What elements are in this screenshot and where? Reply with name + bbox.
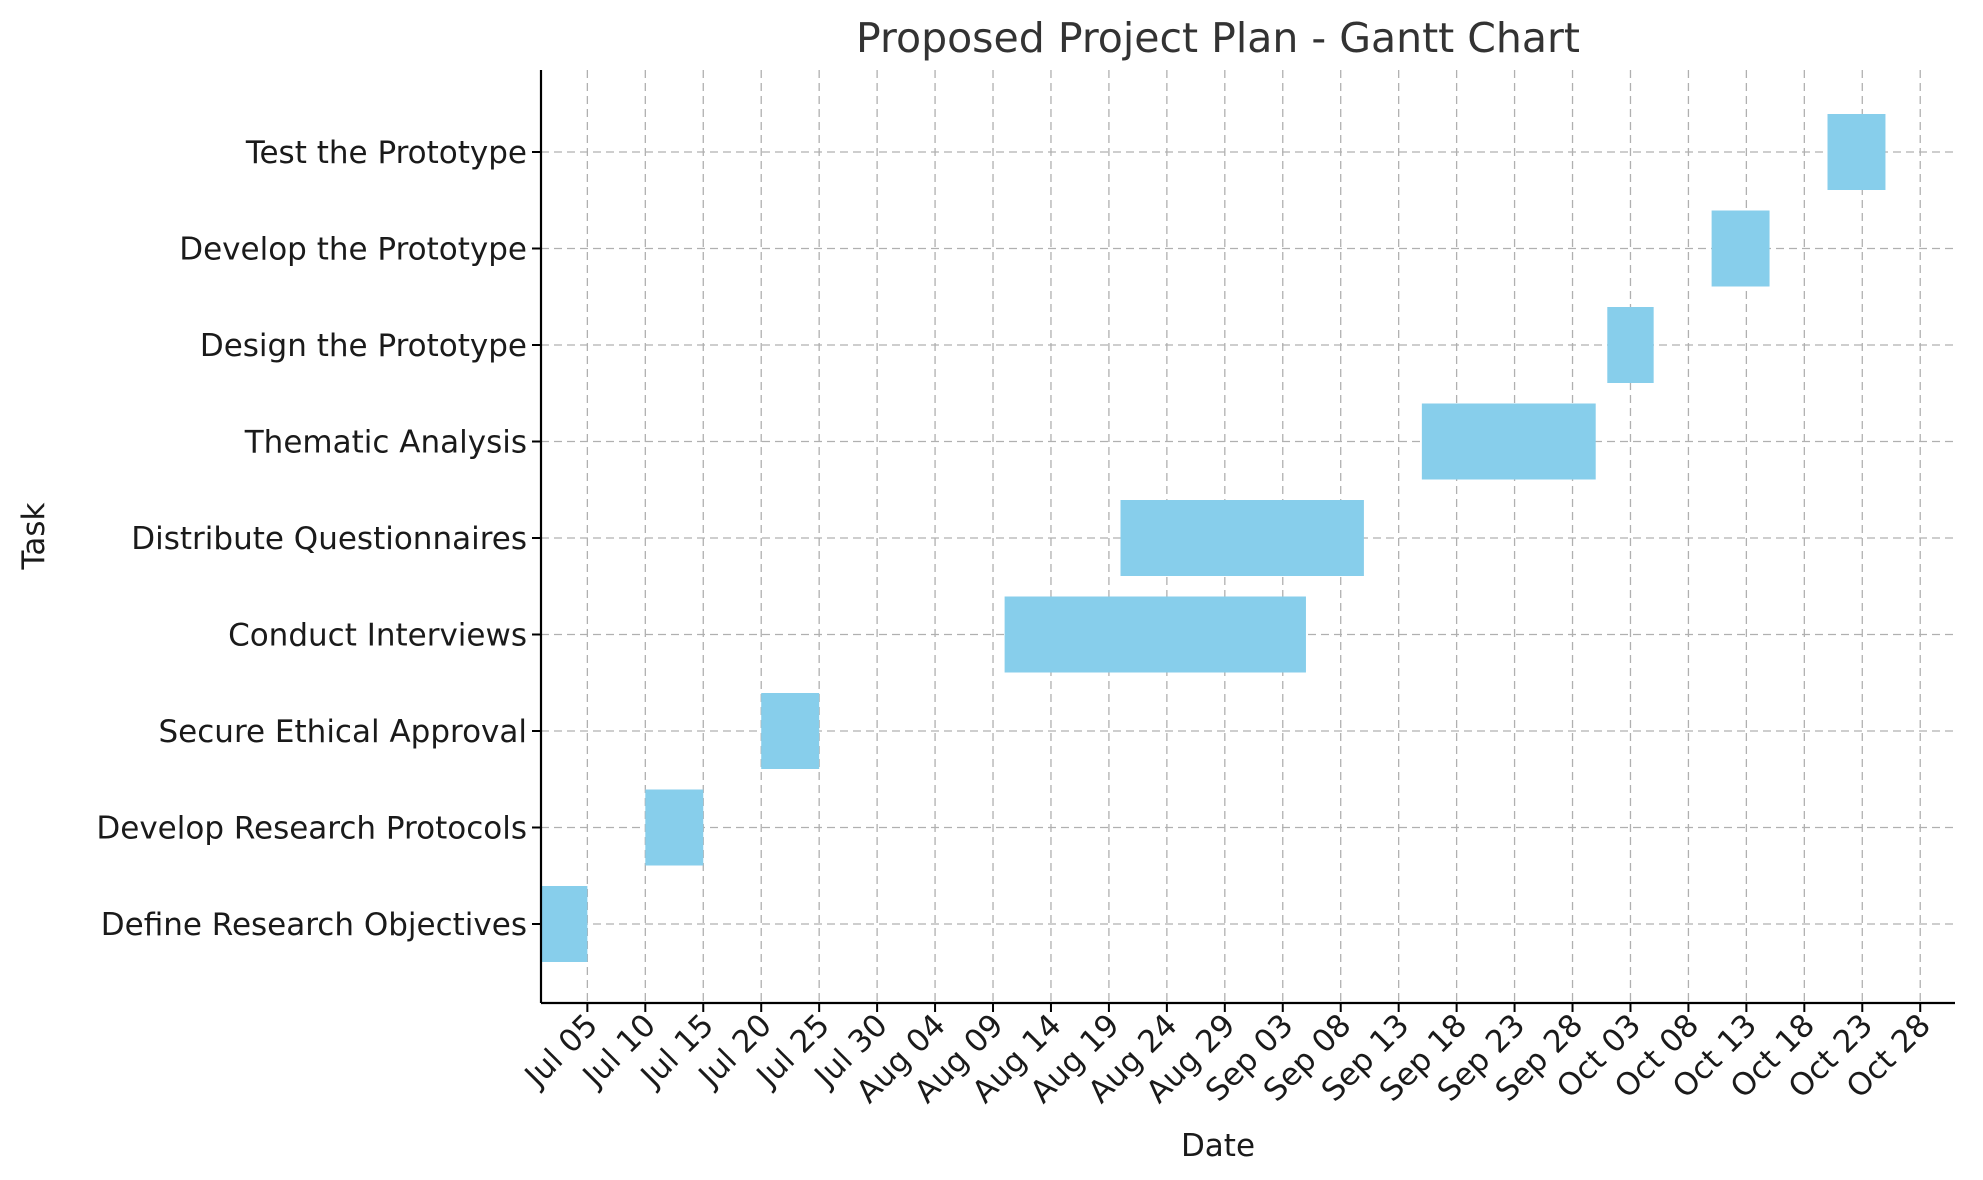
task-label: Test the Prototype <box>245 135 527 171</box>
task-bar <box>645 789 704 866</box>
task-label: Develop the Prototype <box>179 232 527 268</box>
task-label: Secure Ethical Approval <box>159 714 528 750</box>
task-bar <box>1120 500 1364 576</box>
task-bar <box>541 886 588 962</box>
task-label: Develop Research Protocols <box>96 811 527 847</box>
task-label: Thematic Analysis <box>244 425 527 461</box>
task-bar <box>761 693 820 769</box>
y-axis-label: Task <box>16 503 52 571</box>
task-label: Distribute Questionnaires <box>131 521 527 557</box>
task-label: Conduct Interviews <box>228 618 527 654</box>
bars <box>541 114 1886 962</box>
task-bar <box>1421 403 1596 480</box>
chart-title: Proposed Project Plan - Gantt Chart <box>856 14 1580 62</box>
axes <box>532 70 1955 1012</box>
x-axis-label: Date <box>1181 1128 1255 1164</box>
task-bar <box>1607 307 1654 383</box>
y-tick-labels: Define Research Objectives Develop Resear… <box>96 135 527 943</box>
task-label: Design the Prototype <box>200 328 527 364</box>
task-bar <box>1711 210 1770 287</box>
task-label: Define Research Objectives <box>101 907 527 943</box>
task-bar <box>1827 114 1886 190</box>
task-bar <box>1004 596 1306 673</box>
